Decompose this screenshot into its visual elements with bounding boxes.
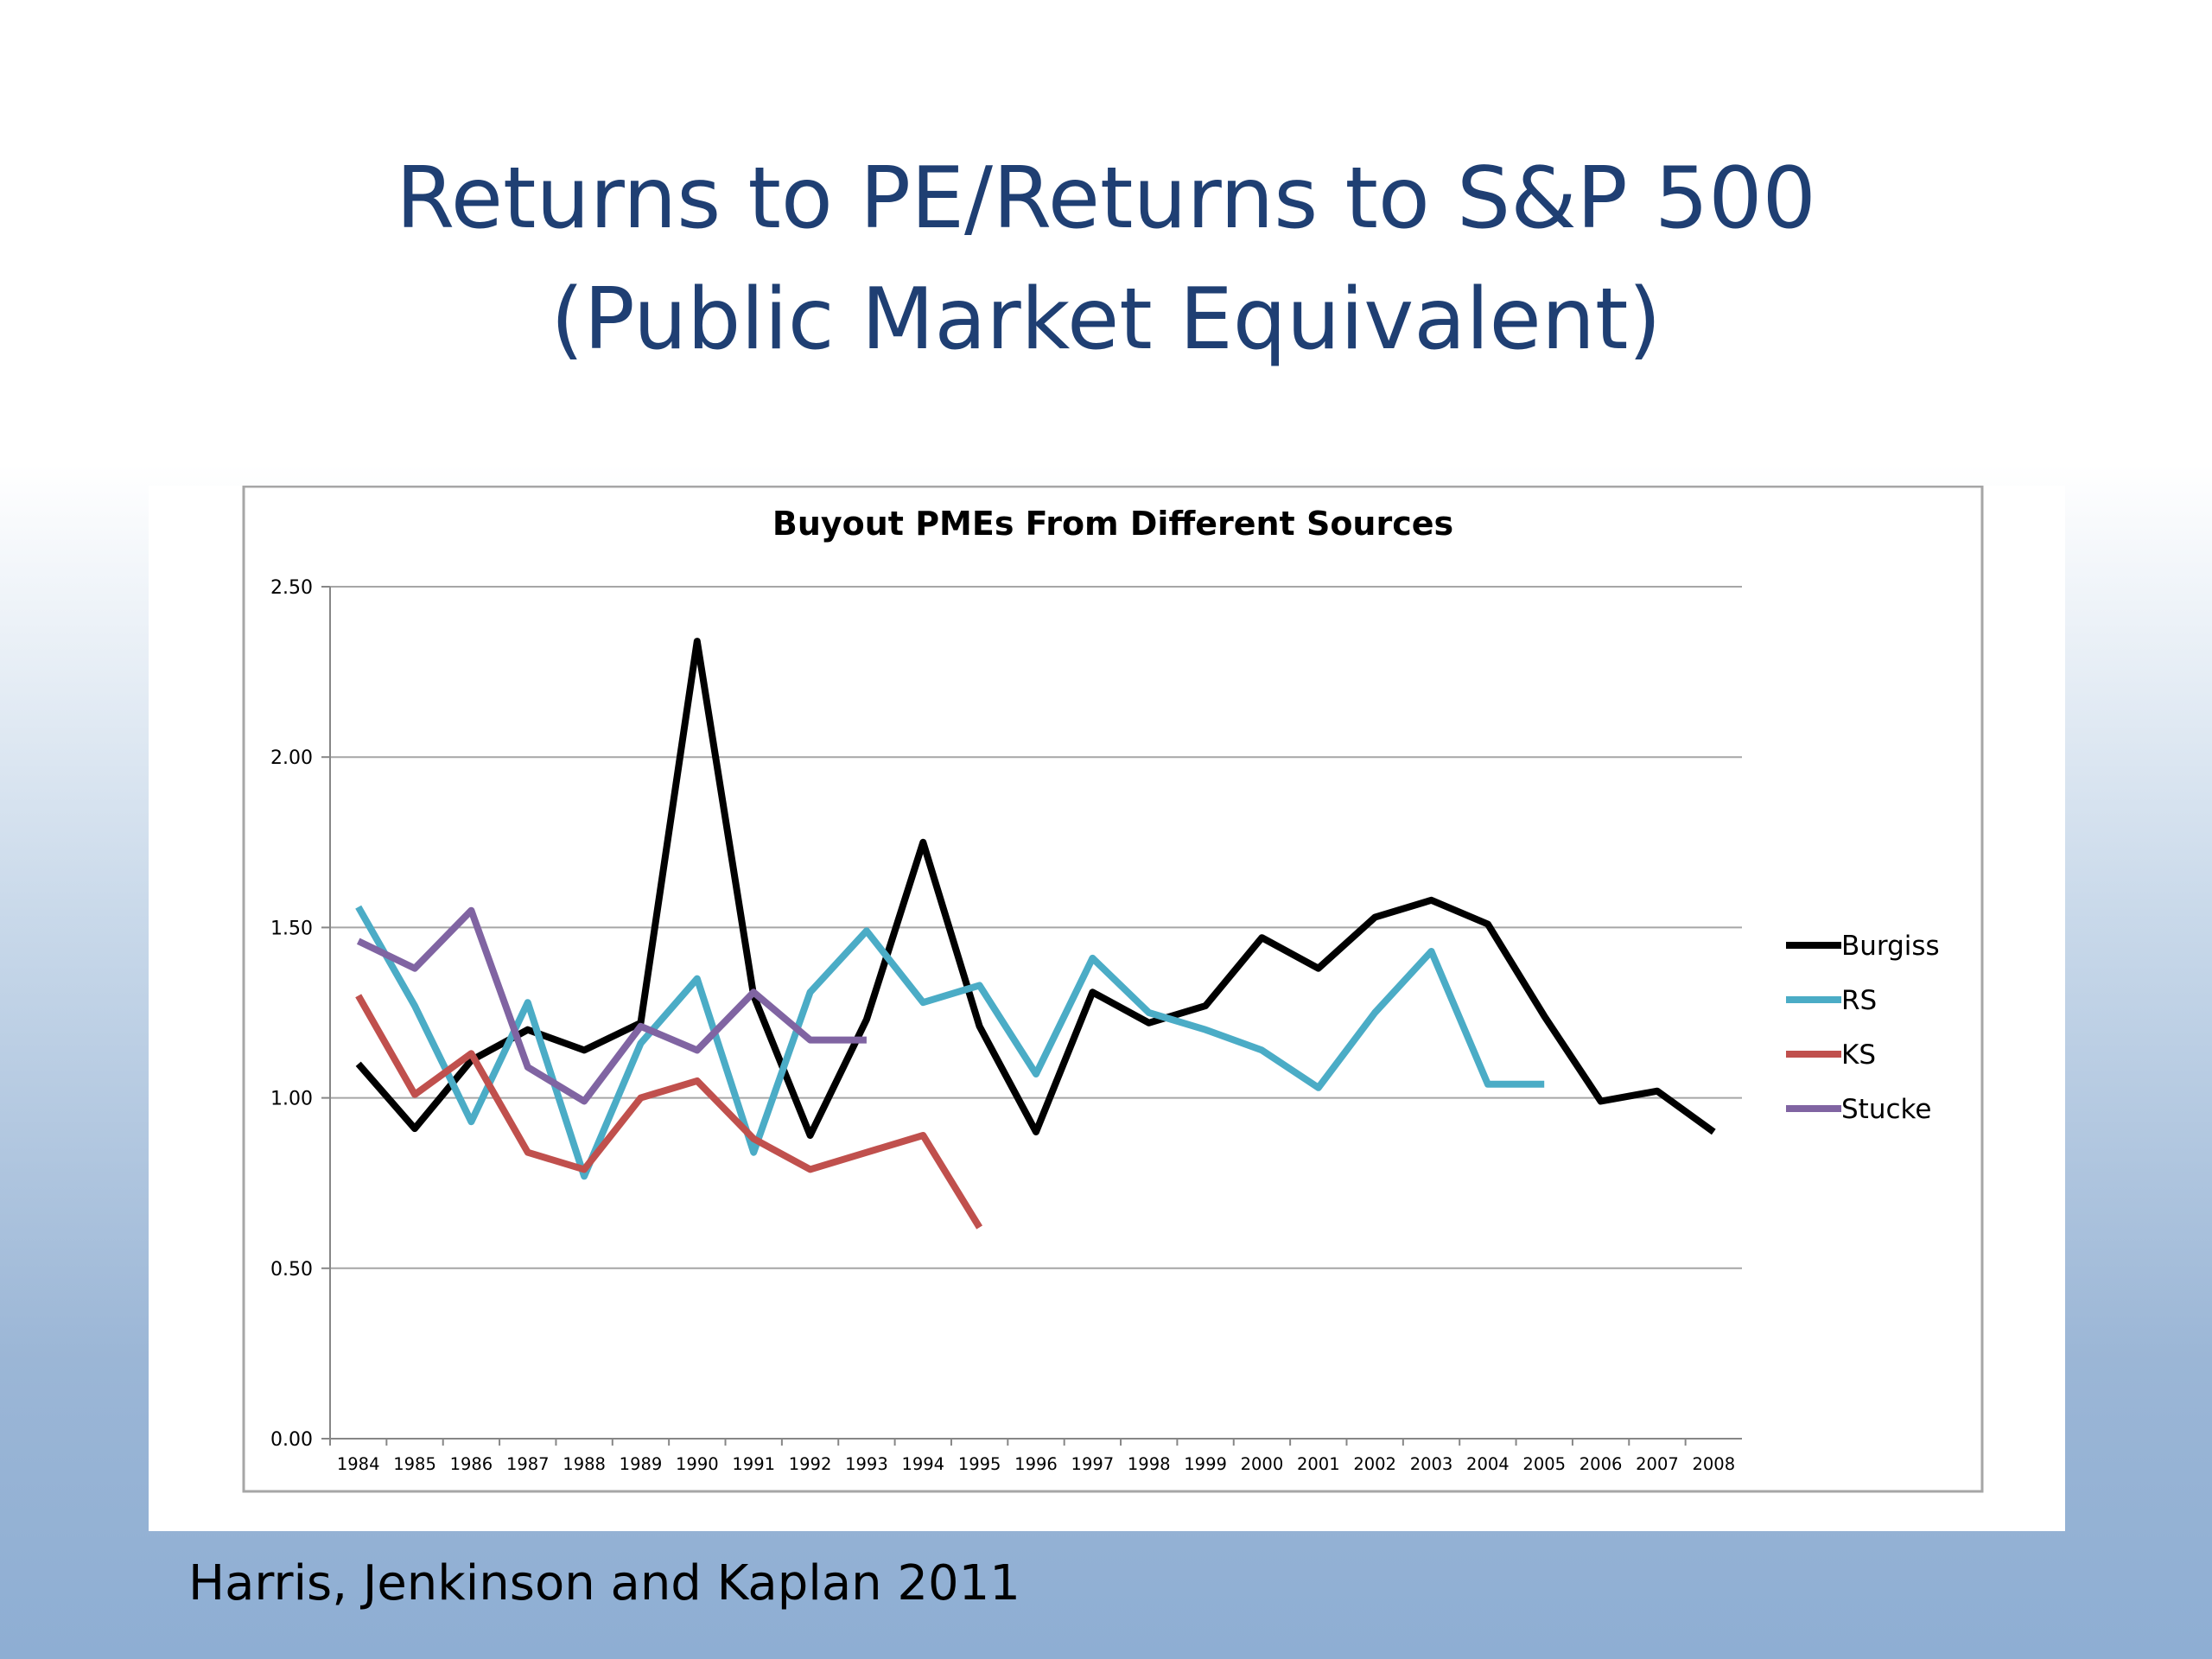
x-tick-label: 1999 [1184, 1454, 1227, 1474]
x-tick-label: 1994 [901, 1454, 944, 1474]
x-tick-label: 1991 [732, 1454, 775, 1474]
slide-title: Returns to PE/Returns to S&P 500 (Public… [0, 138, 2212, 380]
x-tick-label: 2001 [1297, 1454, 1340, 1474]
x-tick-label: 2004 [1466, 1454, 1510, 1474]
x-tick-label: 2005 [1522, 1454, 1566, 1474]
legend: Burgiss RS KS Stucke [1786, 931, 1940, 1125]
x-tick-label: 1993 [845, 1454, 888, 1474]
y-tick-label: 1.00 [270, 1089, 313, 1110]
y-tick-label: 2.50 [270, 577, 313, 599]
legend-label-ks: KS [1841, 1039, 1876, 1071]
chart-title: Buyout PMEs From Different Sources [772, 505, 1453, 543]
x-tick-label: 1986 [450, 1454, 493, 1474]
x-tick-label: 2000 [1241, 1454, 1284, 1474]
axes: 0.00 0.50 1.00 1.50 2.00 2.50 1984 1985 1986 1987… [270, 577, 1742, 1474]
x-tick-label: 1987 [506, 1454, 550, 1474]
legend-label-stucke: Stucke [1841, 1094, 1931, 1125]
x-tick-label: 1997 [1071, 1454, 1115, 1474]
x-tick-label: 1992 [789, 1454, 832, 1474]
x-tick-label: 2002 [1353, 1454, 1396, 1474]
x-tick-label: 1990 [676, 1454, 719, 1474]
citation: Harris, Jenkinson and Kaplan 2011 [188, 1555, 1020, 1611]
chart-border [242, 486, 1984, 1493]
y-tick-label: 2.00 [270, 747, 313, 769]
series-line-rs [355, 905, 1545, 1180]
x-tick-label: 1995 [958, 1454, 1001, 1474]
x-tick-label: 2006 [1580, 1454, 1623, 1474]
y-tick-label: 1.50 [270, 918, 313, 939]
x-tick-label: 2008 [1692, 1454, 1735, 1474]
x-tick-label: 1985 [393, 1454, 436, 1474]
y-tick-label: 0.00 [270, 1429, 313, 1451]
legend-label-rs: RS [1841, 985, 1877, 1016]
x-tick-label: 2003 [1410, 1454, 1453, 1474]
pme-line-chart: Buyout PMEs From Different Sources 0.000… [242, 486, 1984, 1493]
y-tick-label: 0.50 [270, 1259, 313, 1281]
x-tick-label: 1998 [1128, 1454, 1171, 1474]
series-line-stucke [356, 906, 867, 1105]
x-tick-label: 1984 [337, 1454, 380, 1474]
series-line-ks [355, 994, 983, 1230]
slide-title-line-1: Returns to PE/Returns to S&P 500 [396, 149, 1816, 248]
x-tick-label: 2007 [1636, 1454, 1679, 1474]
x-tick-label: 1996 [1014, 1454, 1058, 1474]
chart-panel: Buyout PMEs From Different Sources 0.00 0… [149, 486, 2065, 1531]
series-lines [355, 638, 1716, 1230]
slide-title-line-2: (Public Market Equivalent) [550, 270, 1662, 369]
x-tick-label: 1988 [563, 1454, 606, 1474]
x-tick-label: 1989 [620, 1454, 663, 1474]
legend-label-burgiss: Burgiss [1841, 931, 1940, 962]
